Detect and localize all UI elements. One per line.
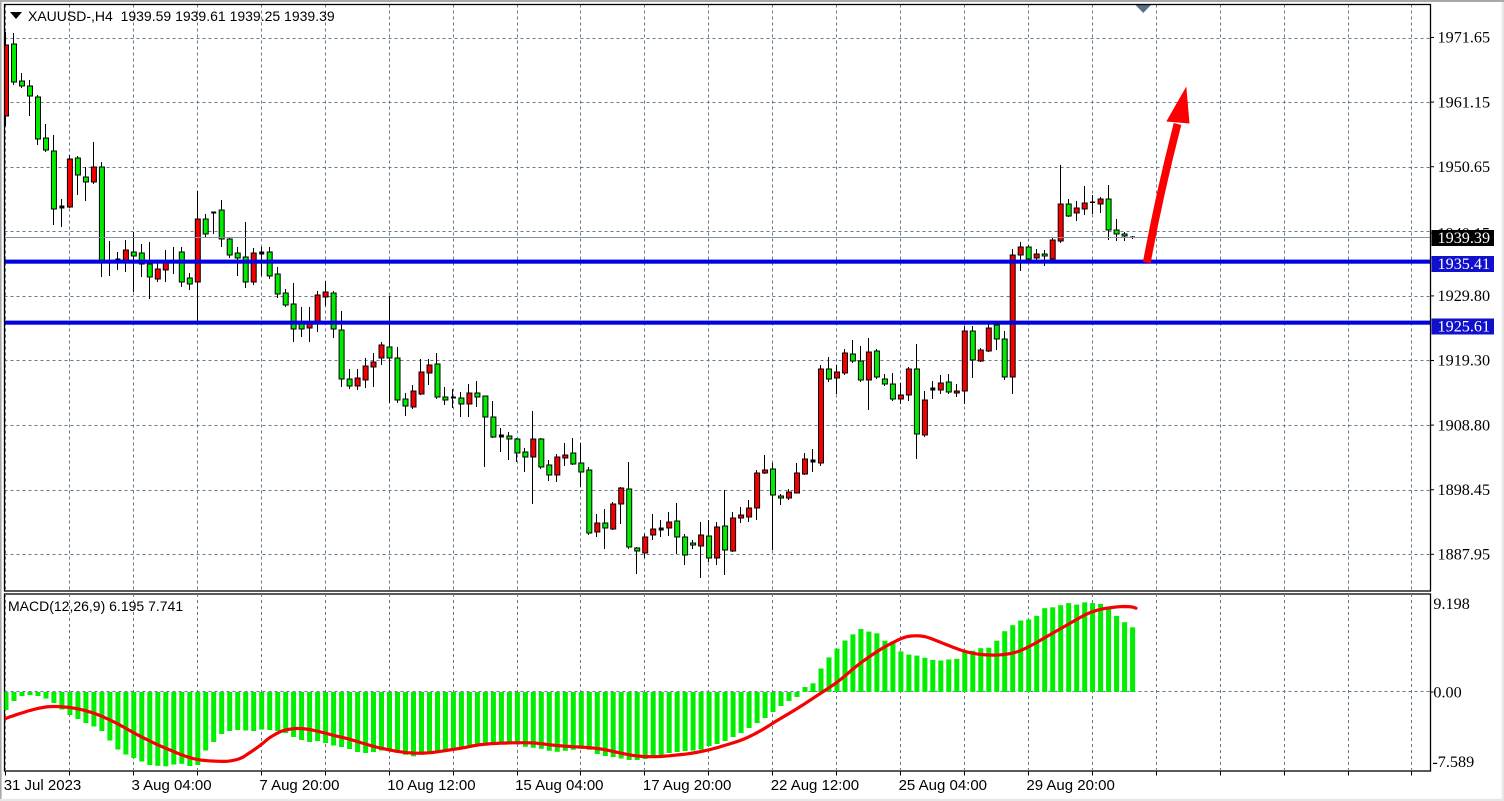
svg-text:10 Aug 12:00: 10 Aug 12:00 <box>387 777 475 794</box>
svg-text:1908.80: 1908.80 <box>1438 416 1491 434</box>
svg-text:17 Aug 20:00: 17 Aug 20:00 <box>643 777 731 794</box>
svg-text:1925.61: 1925.61 <box>1438 318 1491 336</box>
svg-text:0.00: 0.00 <box>1433 683 1461 701</box>
svg-text:9.198: 9.198 <box>1433 595 1469 613</box>
svg-text:XAUUSD-,H4 1939.59 1939.61 19: XAUUSD-,H4 1939.59 1939.61 1939.25 1939.… <box>28 8 335 24</box>
svg-text:22 Aug 12:00: 22 Aug 12:00 <box>771 777 859 794</box>
svg-text:15 Aug 04:00: 15 Aug 04:00 <box>515 777 603 794</box>
svg-text:1919.30: 1919.30 <box>1438 352 1491 370</box>
svg-text:3 Aug 04:00: 3 Aug 04:00 <box>132 777 212 794</box>
svg-text:7 Aug 20:00: 7 Aug 20:00 <box>259 777 339 794</box>
svg-text:MACD(12,26,9) 6.195 7.741: MACD(12,26,9) 6.195 7.741 <box>8 598 183 614</box>
svg-text:1950.65: 1950.65 <box>1438 158 1491 176</box>
svg-text:-7.589: -7.589 <box>1432 753 1474 771</box>
svg-text:1929.80: 1929.80 <box>1438 287 1491 305</box>
svg-text:29 Aug 20:00: 29 Aug 20:00 <box>1026 777 1114 794</box>
svg-text:31 Jul 2023: 31 Jul 2023 <box>4 777 82 794</box>
svg-text:1939.39: 1939.39 <box>1438 229 1491 247</box>
svg-text:1961.15: 1961.15 <box>1438 93 1491 111</box>
svg-text:1971.65: 1971.65 <box>1438 29 1491 47</box>
svg-text:25 Aug 04:00: 25 Aug 04:00 <box>899 777 987 794</box>
svg-text:1935.41: 1935.41 <box>1438 255 1491 273</box>
svg-text:1887.95: 1887.95 <box>1438 546 1491 564</box>
svg-text:1898.45: 1898.45 <box>1438 481 1491 499</box>
